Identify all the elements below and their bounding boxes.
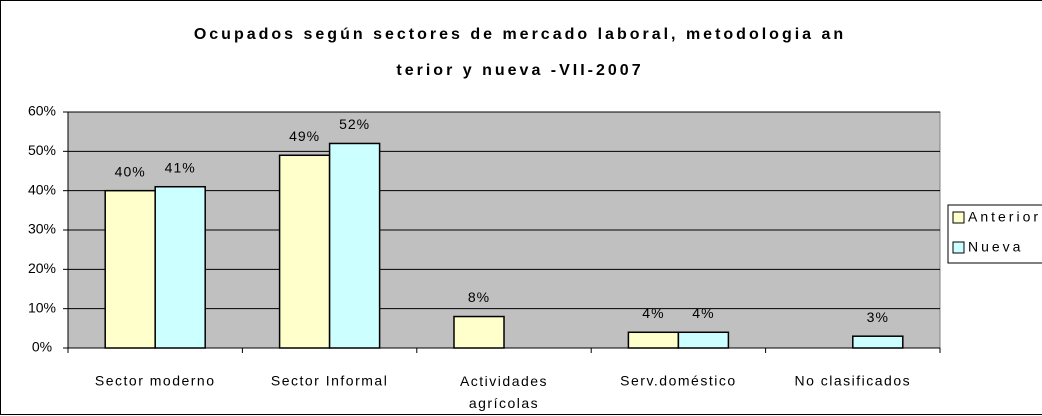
- bar: [104, 189, 156, 349]
- bar: [677, 331, 730, 349]
- x-tick-label: No clasificados: [794, 373, 911, 389]
- y-tick-label: 30%: [28, 221, 56, 237]
- bar: [627, 331, 680, 349]
- x-tick-label: Sector moderno: [95, 373, 216, 389]
- y-tick-label: 60%: [28, 103, 56, 119]
- data-label: 49%: [289, 128, 320, 144]
- bar: [154, 185, 206, 349]
- legend-swatch: [952, 241, 965, 254]
- bar: [453, 315, 505, 349]
- y-tick-label: 10%: [28, 299, 56, 315]
- data-label: 8%: [468, 289, 490, 305]
- chart-title: terior y nueva -VII-2007: [396, 62, 643, 79]
- x-tick-label: Serv.doméstico: [620, 373, 736, 389]
- data-label: 4%: [642, 305, 664, 321]
- legend: Anterior Nueva: [947, 204, 1042, 264]
- chart-title: Ocupados según sectores de mercado labor…: [194, 26, 846, 43]
- data-label: 40%: [115, 163, 146, 179]
- data-label: 4%: [692, 305, 714, 321]
- bar: [852, 335, 904, 349]
- y-tick-label: 0%: [32, 339, 52, 355]
- bar: [278, 154, 331, 349]
- data-label: 3%: [867, 309, 889, 325]
- legend-swatch: [952, 211, 965, 224]
- data-label: 52%: [339, 116, 370, 132]
- legend-label: Anterior: [968, 209, 1041, 225]
- y-tick-label: 50%: [28, 142, 56, 158]
- y-tick-label: 40%: [28, 181, 56, 197]
- x-tick-label: Sector Informal: [271, 373, 388, 389]
- bar: [328, 142, 381, 349]
- legend-label: Nueva: [968, 239, 1023, 255]
- data-label: 41%: [165, 159, 196, 175]
- y-tick-label: 20%: [28, 260, 56, 276]
- x-tick-label: Actividades agrícolas: [460, 373, 548, 411]
